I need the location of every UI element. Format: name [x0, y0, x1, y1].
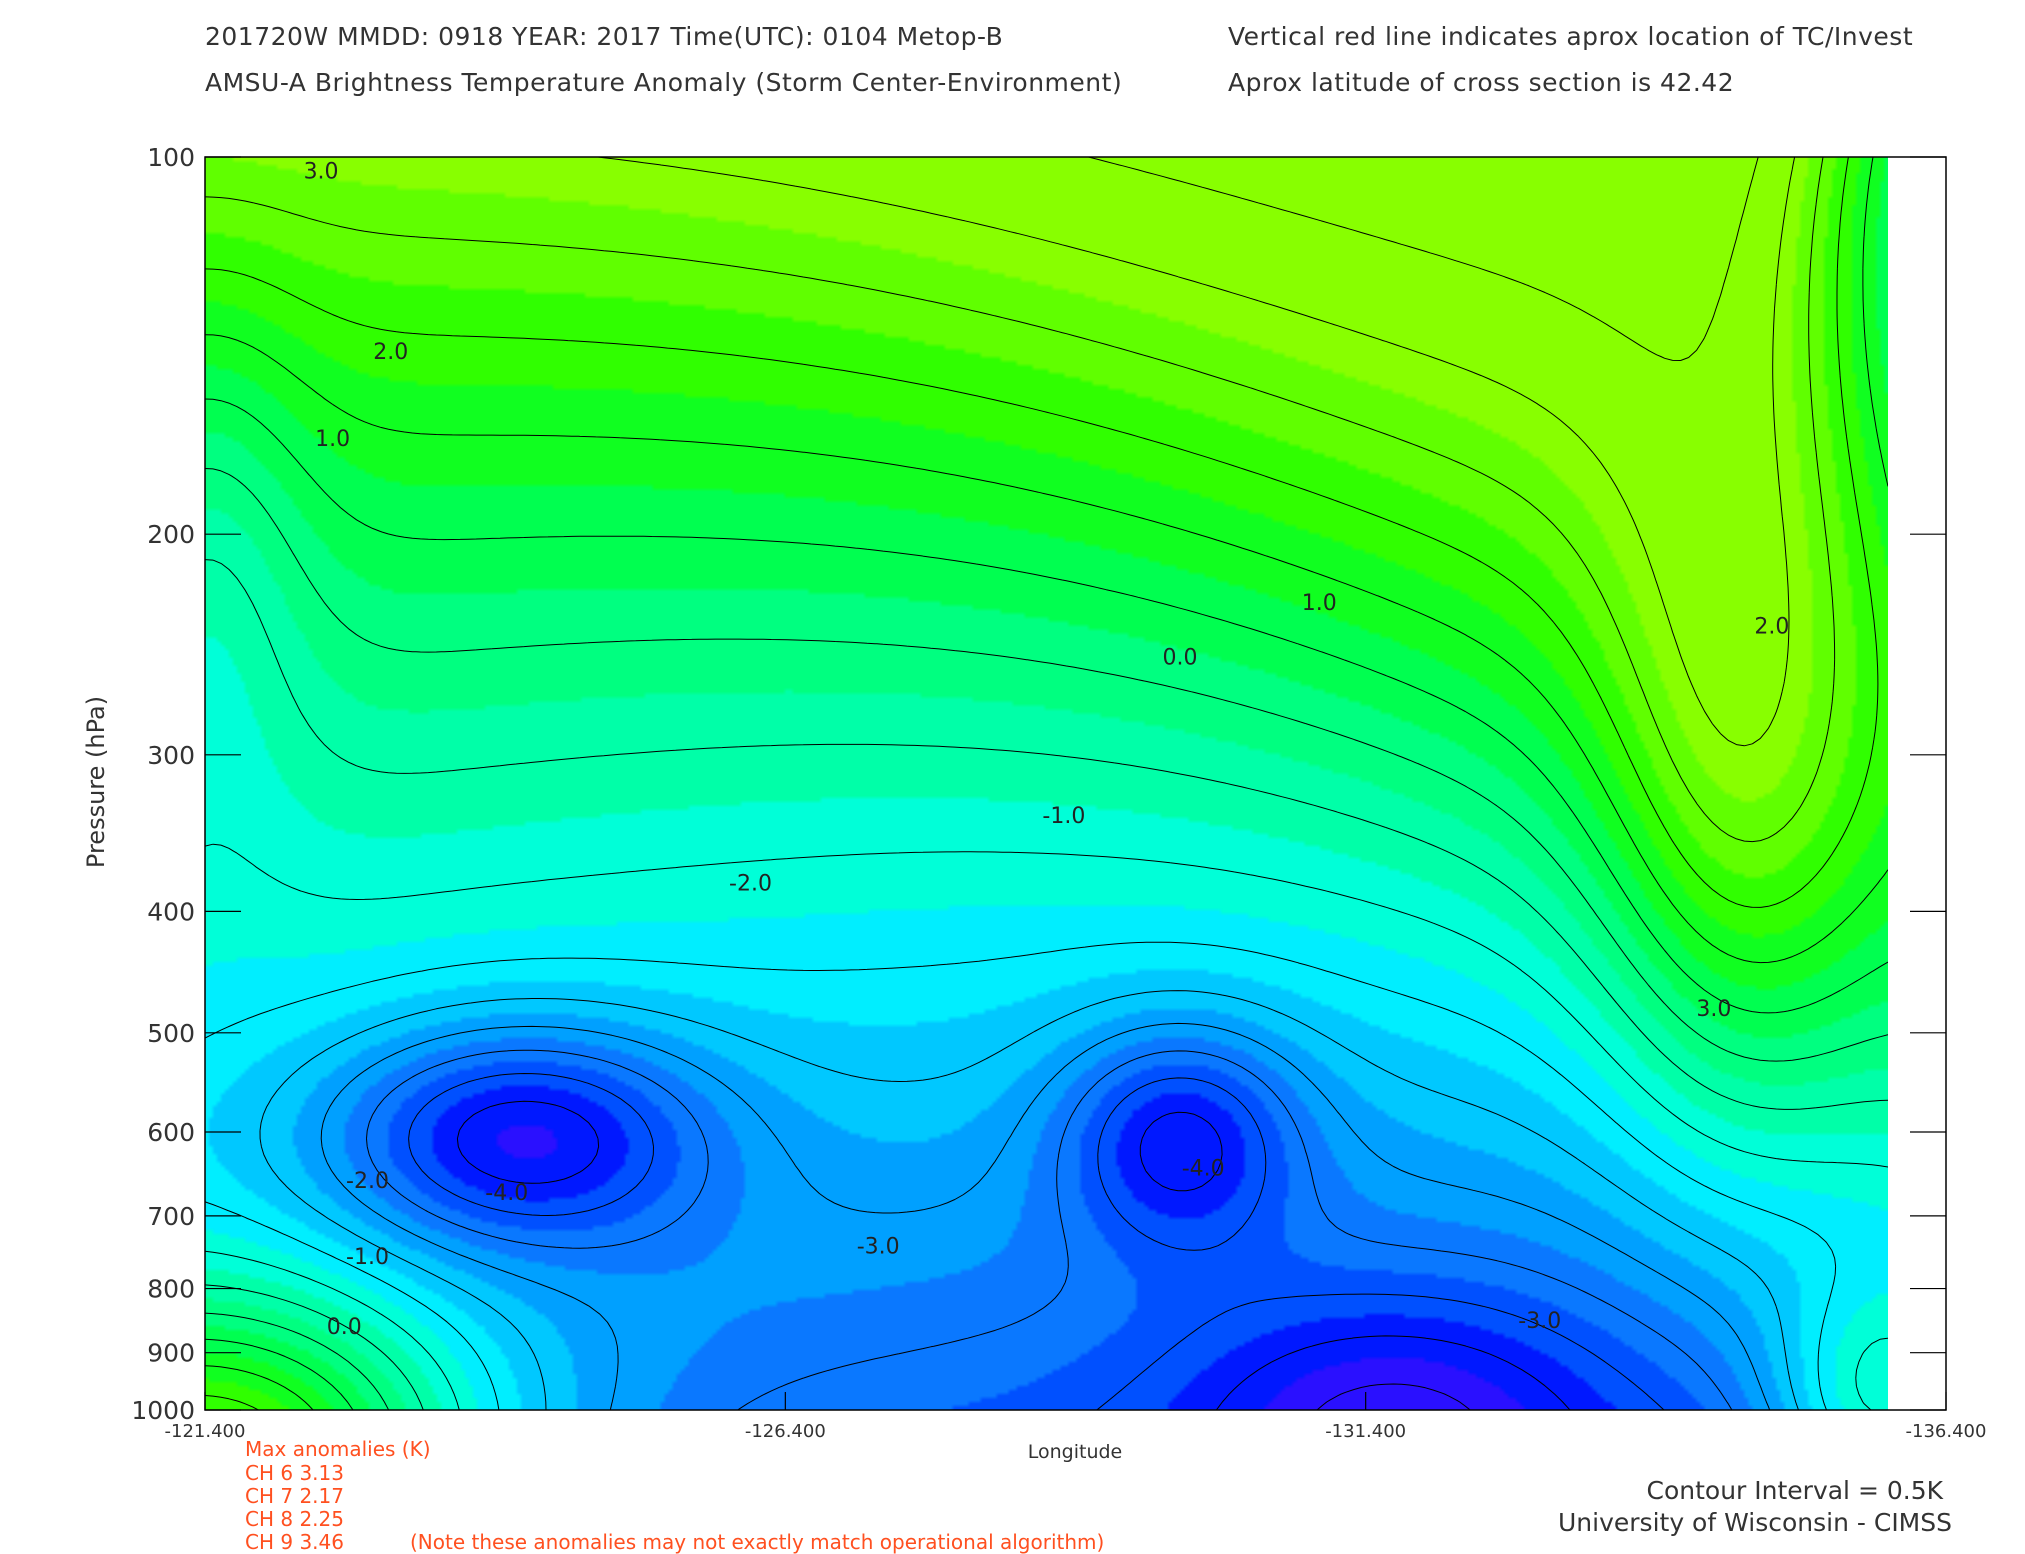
y-tick-label-300: 300 — [147, 741, 195, 770]
contour-label-14: -4.0 — [1182, 1157, 1225, 1182]
x-tick-label-1: -126.400 — [745, 1421, 826, 1442]
header-line2-right: Aprox latitude of cross section is 42.42 — [1228, 68, 1735, 97]
contour-label-1: 2.0 — [373, 340, 408, 365]
y-tick-label-400: 400 — [147, 897, 195, 926]
institution-label: University of Wisconsin - CIMSS — [1558, 1508, 1952, 1537]
y-tick-label-100: 100 — [147, 143, 195, 172]
max-anomalies-row-ch7: CH 7 2.17 — [245, 1484, 344, 1508]
contour-label-9: 3.0 — [1696, 997, 1731, 1022]
contour-label-12: -1.0 — [346, 1245, 389, 1270]
x-axis: -121.400 -126.400 -131.400 -136.400 — [165, 1392, 1987, 1442]
x-tick-label-3: -136.400 — [1906, 1421, 1987, 1442]
contour-interval-label: Contour Interval = 0.5K — [1646, 1476, 1944, 1505]
x-axis-label: Longitude — [1028, 1441, 1123, 1463]
max-anomalies-row-ch9: CH 9 3.46 — [245, 1530, 344, 1554]
y-tick-label-700: 700 — [147, 1202, 195, 1231]
contour-label-6: -3.0 — [1518, 1309, 1561, 1334]
y-tick-label-500: 500 — [147, 1019, 195, 1048]
y-tick-label-600: 600 — [147, 1118, 195, 1147]
contour-label-7: -4.0 — [485, 1181, 528, 1206]
contour-label-4: -1.0 — [1042, 804, 1085, 829]
contour-label-0: 3.0 — [304, 159, 339, 184]
y-axis-label: Pressure (hPa) — [82, 696, 110, 868]
contour-label-13: 0.0 — [327, 1315, 362, 1340]
contour-lines — [205, 157, 1888, 1410]
contour-label-5: -2.0 — [729, 872, 772, 897]
header-line2-left: AMSU-A Brightness Temperature Anomaly (S… — [205, 68, 1123, 97]
anomaly-note: (Note these anomalies may not exactly ma… — [410, 1530, 1105, 1554]
blank-strip — [1888, 157, 1946, 1410]
contour-label-11: -2.0 — [346, 1169, 389, 1194]
contour-label-15: -3.0 — [857, 1234, 900, 1259]
anomaly-field — [205, 157, 1888, 1410]
contour-label-2: 1.0 — [315, 427, 350, 452]
y-tick-label-800: 800 — [147, 1275, 195, 1304]
x-tick-label-0: -121.400 — [165, 1421, 246, 1442]
y-axis: 100 200 300 400 500 600 700 800 900 1000 — [131, 143, 1946, 1425]
contour-label-10: 1.0 — [1302, 591, 1337, 616]
contour-label-3: 0.0 — [1162, 645, 1197, 670]
max-anomalies-row-ch8: CH 8 2.25 — [245, 1507, 344, 1531]
y-tick-label-1000: 1000 — [131, 1396, 195, 1425]
header-line1-left: 201720W MMDD: 0918 YEAR: 2017 Time(UTC):… — [205, 22, 1004, 51]
header-line1-right: Vertical red line indicates aprox locati… — [1228, 22, 1914, 51]
y-tick-label-200: 200 — [147, 520, 195, 549]
max-anomalies-title: Max anomalies (K) — [245, 1437, 431, 1461]
plot-frame — [204, 156, 1947, 1411]
contour-label-8: 2.0 — [1754, 614, 1789, 639]
x-tick-label-2: -131.400 — [1325, 1421, 1406, 1442]
contour-line-set — [205, 157, 1888, 1410]
y-tick-label-900: 900 — [147, 1339, 195, 1368]
contour-labels: 3.0 2.0 1.0 0.0 -1.0 -2.0 -3.0 -4.0 2.0 3.0 1.0 -2.… — [304, 159, 1790, 1340]
max-anomalies-row-ch6: CH 6 3.13 — [245, 1461, 344, 1485]
